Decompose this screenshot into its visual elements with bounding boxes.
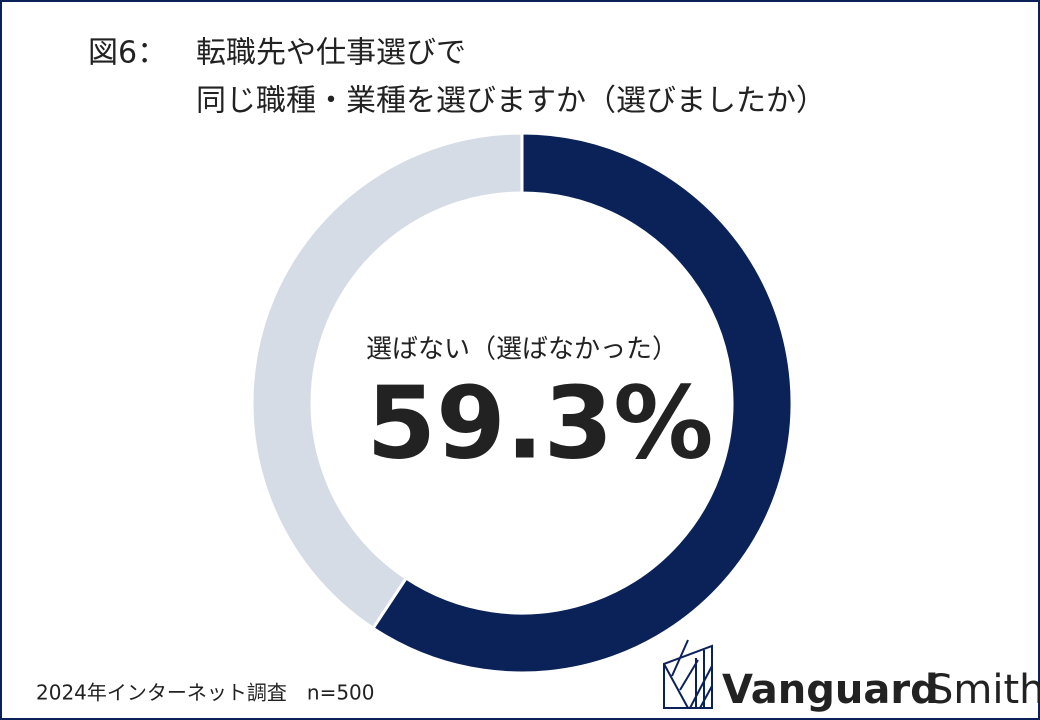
donut-segment (370, 131, 794, 675)
category-label: 選ばない（選ばなかった） (366, 335, 678, 365)
value-label: 59.3% (367, 364, 714, 481)
title-line: 転職先や仕事選びで (196, 36, 466, 71)
logo-icon (663, 639, 713, 709)
title-line: 同じ職種・業種を選びますか（選びましたか） (196, 84, 826, 119)
source: 2024年インターネット調査 n=500 (36, 681, 375, 705)
donut (250, 131, 794, 675)
figure-label: 図6： (88, 36, 167, 71)
donut-segment (250, 131, 524, 631)
logo-bold: Vanguard (722, 667, 939, 713)
logo-light: Smith (928, 667, 1040, 713)
